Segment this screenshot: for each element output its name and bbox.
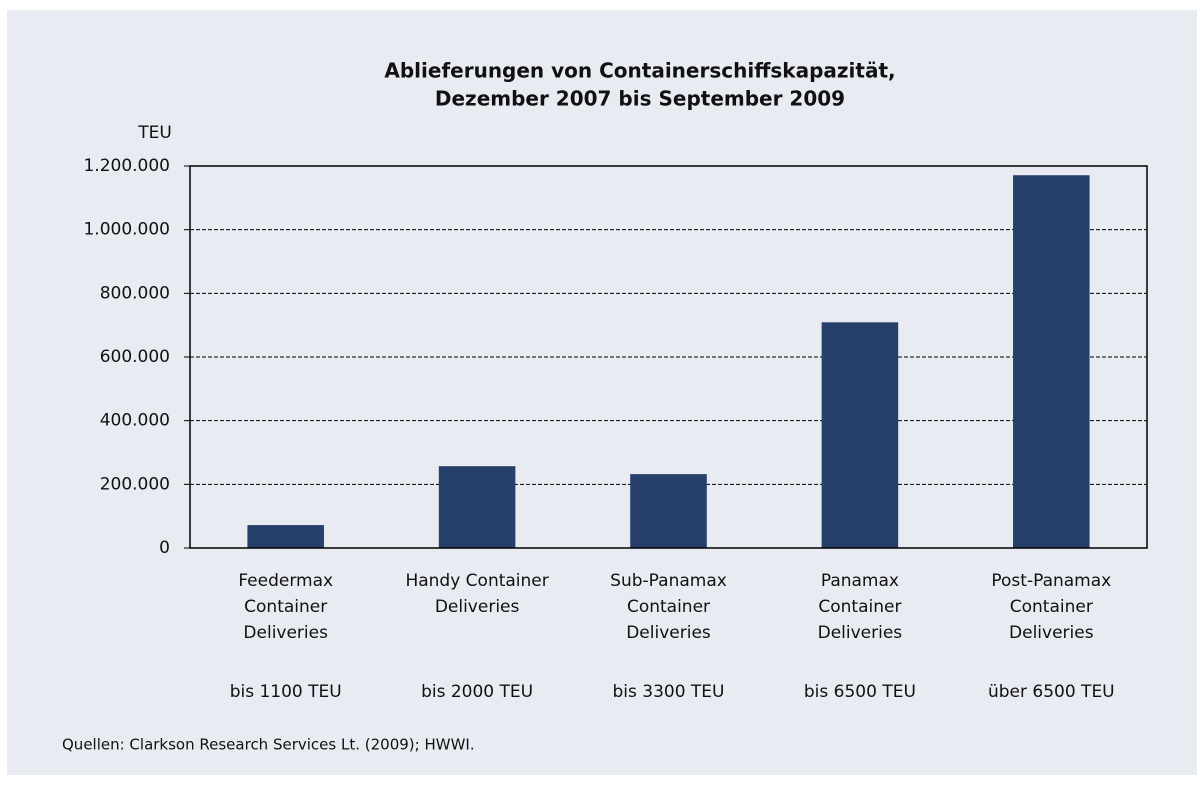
chart-title: Dezember 2007 bis September 2009 — [435, 87, 845, 111]
y-tick-label: 400.000 — [100, 411, 170, 431]
x-tick-label: Deliveries — [243, 623, 328, 643]
source-note: Quellen: Clarkson Research Services Lt. … — [62, 736, 475, 754]
x-tick-label: Post-Panamax — [991, 571, 1111, 591]
x-tick-note: bis 6500 TEU — [804, 682, 916, 702]
bar — [438, 466, 516, 548]
x-tick-label: Container — [818, 597, 901, 617]
x-tick-label: Panamax — [821, 571, 899, 591]
y-axis-label: TEU — [137, 123, 172, 143]
y-tick-label: 1.200.000 — [83, 156, 170, 176]
x-tick-note: bis 2000 TEU — [421, 682, 533, 702]
panel — [7, 10, 1197, 775]
plot-frame — [189, 165, 1148, 549]
x-tick-label: Sub-Panamax — [610, 571, 727, 591]
x-tick-label: Feedermax — [238, 571, 333, 591]
x-tick-note: bis 3300 TEU — [612, 682, 724, 702]
bar — [1013, 175, 1090, 548]
bar — [821, 322, 899, 548]
bar — [247, 525, 324, 548]
x-tick-label: Container — [244, 597, 327, 617]
x-tick-label: Deliveries — [1009, 623, 1094, 643]
x-tick-label: Deliveries — [818, 623, 903, 643]
y-tick-label: 600.000 — [100, 347, 170, 367]
x-tick-label: Container — [1010, 597, 1093, 617]
x-tick-label: Handy Container — [405, 571, 548, 591]
y-tick-label: 1.000.000 — [83, 220, 170, 240]
y-tick-label: 800.000 — [100, 283, 170, 303]
y-tick-label: 0 — [159, 538, 170, 558]
x-tick-label: Container — [627, 597, 710, 617]
x-tick-label: Deliveries — [626, 623, 711, 643]
y-tick-label: 200.000 — [100, 474, 170, 494]
x-tick-note: über 6500 TEU — [988, 682, 1115, 702]
x-tick-note: bis 1100 TEU — [230, 682, 342, 702]
chart-title: Ablieferungen von Containerschiffskapazi… — [384, 59, 895, 83]
bar — [630, 474, 707, 548]
x-tick-label: Deliveries — [435, 597, 520, 617]
